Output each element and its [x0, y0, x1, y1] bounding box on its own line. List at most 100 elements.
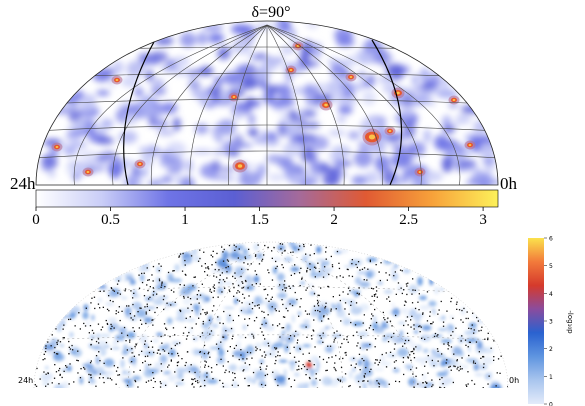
bottom-event-dot — [117, 366, 119, 369]
bottom-event-dot — [487, 332, 489, 334]
bottom-event-dot — [460, 319, 462, 321]
bottom-event-dot — [288, 338, 290, 340]
bottom-event-dot — [201, 283, 203, 285]
top-field-blob — [334, 158, 345, 169]
bottom-event-dot — [77, 350, 79, 352]
top-field-blob — [211, 160, 221, 171]
bottom-field-blob — [120, 359, 125, 369]
bottom-field-blob — [59, 344, 64, 347]
bottom-field-blob — [414, 344, 423, 352]
bottom-event-dot — [232, 275, 234, 278]
bottom-field-blob — [98, 297, 102, 303]
bottom-event-dot — [281, 243, 284, 245]
bottom-event-dot — [272, 371, 274, 373]
bottom-field-blob — [458, 335, 464, 344]
bottom-event-dot — [337, 378, 339, 380]
bottom-event-dot — [483, 363, 485, 365]
bottom-event-dot — [68, 340, 70, 343]
bottom-event-dot — [303, 245, 305, 248]
bottom-event-dot — [187, 307, 189, 309]
bottom-event-dot — [179, 253, 182, 255]
bottom-field-blob — [311, 305, 321, 314]
top-colorbar-tick-label: 2 — [330, 212, 338, 228]
bottom-event-dot — [271, 306, 273, 308]
bottom-event-dot — [261, 323, 263, 326]
bottom-event-dot — [147, 289, 149, 292]
bottom-event-dot — [197, 260, 200, 262]
bottom-event-dot — [372, 329, 374, 331]
bottom-event-dot — [282, 289, 284, 291]
top-field-blob — [311, 42, 322, 59]
bottom-event-dot — [403, 324, 405, 327]
bottom-event-dot — [433, 335, 436, 338]
bottom-event-dot — [360, 337, 362, 339]
bottom-field-blob — [366, 257, 378, 262]
bottom-event-dot — [79, 328, 81, 330]
bottom-event-dot — [244, 279, 247, 282]
bottom-event-dot — [160, 286, 162, 288]
bottom-field-blob — [83, 304, 89, 311]
bottom-event-dot — [212, 378, 214, 380]
bottom-event-dot — [201, 332, 204, 334]
bottom-field-blob — [206, 378, 218, 384]
bottom-event-dot — [186, 335, 188, 337]
bottom-event-dot — [412, 278, 414, 280]
bottom-event-dot — [487, 383, 489, 385]
top-field-blob — [217, 119, 237, 136]
bottom-field-blob — [417, 276, 423, 286]
bottom-event-dot — [209, 290, 211, 292]
bottom-event-dot — [357, 261, 360, 263]
bottom-field-blob — [107, 291, 119, 298]
bottom-event-dot — [294, 264, 296, 266]
bottom-event-dot — [339, 346, 342, 348]
bottom-event-dot — [241, 281, 243, 283]
bottom-event-dot — [213, 275, 215, 277]
bottom-event-dot — [128, 305, 130, 307]
bottom-event-dot — [397, 282, 400, 284]
bottom-field-blob — [143, 317, 153, 323]
bottom-event-dot — [199, 351, 202, 353]
bottom-event-dot — [97, 338, 100, 340]
top-field-blob — [423, 171, 443, 182]
bottom-event-dot — [300, 298, 302, 300]
bottom-event-dot — [274, 378, 276, 381]
bottom-event-dot — [182, 252, 184, 255]
bottom-event-dot — [210, 291, 213, 293]
bottom-event-dot — [270, 298, 272, 300]
bottom-ra-left-label: 24h — [18, 376, 33, 385]
top-ra-line — [150, 24, 268, 185]
top-field-blob — [185, 158, 193, 174]
bottom-event-dot — [363, 279, 365, 281]
bottom-field-blob — [229, 251, 240, 259]
bottom-field-blob — [89, 334, 95, 340]
bottom-event-dot — [61, 376, 63, 379]
bottom-event-dot — [47, 383, 49, 385]
top-field-blob — [96, 136, 115, 145]
bottom-field-blob — [325, 267, 332, 272]
bottom-event-dot — [264, 288, 267, 290]
bottom-event-dot — [195, 380, 197, 382]
top-field-blob — [211, 33, 225, 43]
bottom-event-dot — [192, 285, 194, 287]
bottom-event-dot — [89, 362, 92, 364]
bottom-event-dot — [345, 351, 347, 354]
bottom-event-dot — [333, 332, 335, 334]
bottom-event-dot — [205, 361, 207, 363]
bottom-event-dot — [358, 353, 361, 355]
bottom-event-dot — [302, 353, 304, 355]
top-field-blob — [159, 156, 168, 168]
bottom-event-dot — [218, 348, 220, 350]
bottom-field-blob — [397, 347, 409, 357]
bottom-event-dot — [164, 286, 166, 288]
bottom-event-dot — [211, 310, 214, 312]
bottom-event-dot — [77, 372, 79, 374]
bottom-field-blob — [201, 351, 209, 360]
bottom-event-dot — [238, 300, 241, 302]
bottom-event-dot — [45, 345, 47, 347]
bottom-event-dot — [284, 280, 286, 282]
top-colorbar-tick-label: 3 — [479, 212, 487, 228]
bottom-field-blob — [47, 350, 56, 356]
bottom-event-dot — [340, 366, 343, 369]
bottom-event-dot — [134, 379, 136, 382]
bottom-event-dot — [290, 251, 292, 254]
